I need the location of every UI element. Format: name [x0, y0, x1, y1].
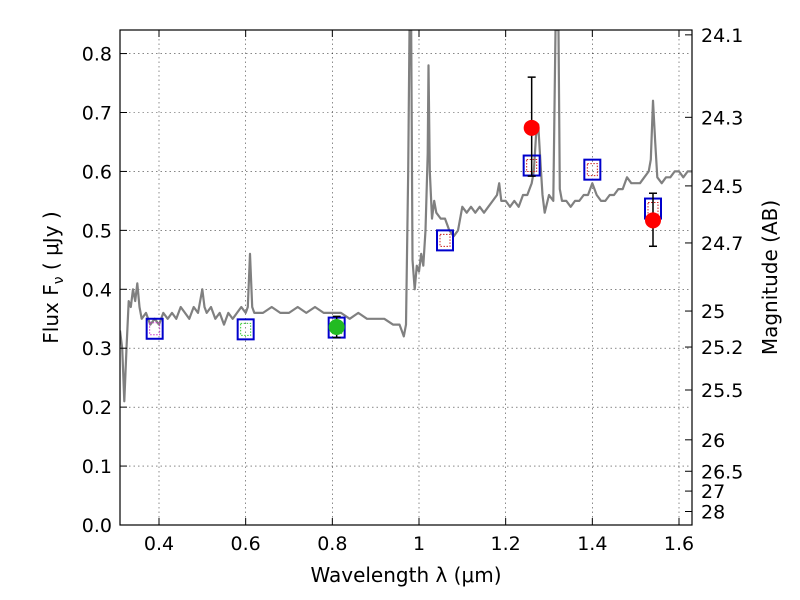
x-axis-label: Wavelength λ (μm): [310, 563, 501, 587]
right-tick-label: 25.2: [701, 337, 743, 359]
model-band-square: [583, 158, 602, 181]
y-tick-label: 0.5: [82, 220, 112, 242]
spectrum-line: [120, 30, 692, 403]
model-band-inner: [439, 233, 451, 247]
axis-ticks: 0.4 0.6 0.8 1 1.2 1.4 1.6 0.0 0.1 0.2 0.3 0.4 0.5 0.6…: [82, 25, 744, 555]
x-tick-label: 0.6: [231, 533, 261, 555]
y-tick-label: 0.0: [82, 515, 112, 537]
right-tick-label: 28: [701, 502, 725, 524]
model-band-square: [236, 318, 255, 341]
y-tick-label: 0.3: [82, 338, 112, 360]
y-tick-label: 0.8: [82, 44, 112, 66]
right-tick-label: 27: [701, 481, 725, 503]
y-tick-label: 0.2: [82, 397, 112, 419]
model-band-square: [436, 229, 454, 252]
y-tick-label: 0.4: [82, 279, 112, 301]
y-tick-label: 0.7: [82, 103, 112, 125]
y-axis-label-unit: ( μJy ): [39, 211, 63, 276]
right-tick-label: 25: [701, 301, 725, 323]
right-tick-label: 24.3: [701, 107, 743, 129]
observation-point: [645, 212, 661, 229]
x-tick-label: 1.6: [664, 533, 694, 555]
right-tick-label: 24.1: [701, 25, 743, 47]
x-tick-label: 1: [413, 533, 425, 555]
x-tick-label: 0.4: [144, 533, 174, 555]
right-tick-label: 26.5: [701, 461, 743, 483]
plot-area: [120, 30, 692, 403]
x-tick-label: 0.8: [317, 533, 347, 555]
grid: [120, 30, 692, 526]
y-tick-label: 0.6: [82, 161, 112, 183]
model-band-inner: [240, 322, 252, 336]
x-tick-label: 1.4: [577, 533, 607, 555]
right-tick-label: 26: [701, 430, 725, 452]
y-axis-label-subscript: ν: [51, 276, 67, 284]
right-tick-label: 24.5: [701, 176, 743, 198]
y-axis-label: Flux Fν ( μJy ): [39, 211, 67, 343]
right-axis-label: Magnitude (AB): [758, 200, 782, 355]
model-band-inner: [586, 163, 598, 177]
model-band-square: [145, 317, 164, 340]
x-tick-label: 1.2: [491, 533, 521, 555]
y-axis-label-main: Flux F: [39, 284, 63, 343]
model-band-inner: [149, 322, 161, 336]
right-tick-label: 24.7: [701, 233, 743, 255]
plot-frame: [119, 29, 693, 526]
right-tick-label: 25.5: [701, 380, 743, 402]
observation-point: [523, 119, 540, 136]
observation-point: [328, 319, 345, 335]
y-tick-label: 0.1: [82, 456, 112, 478]
